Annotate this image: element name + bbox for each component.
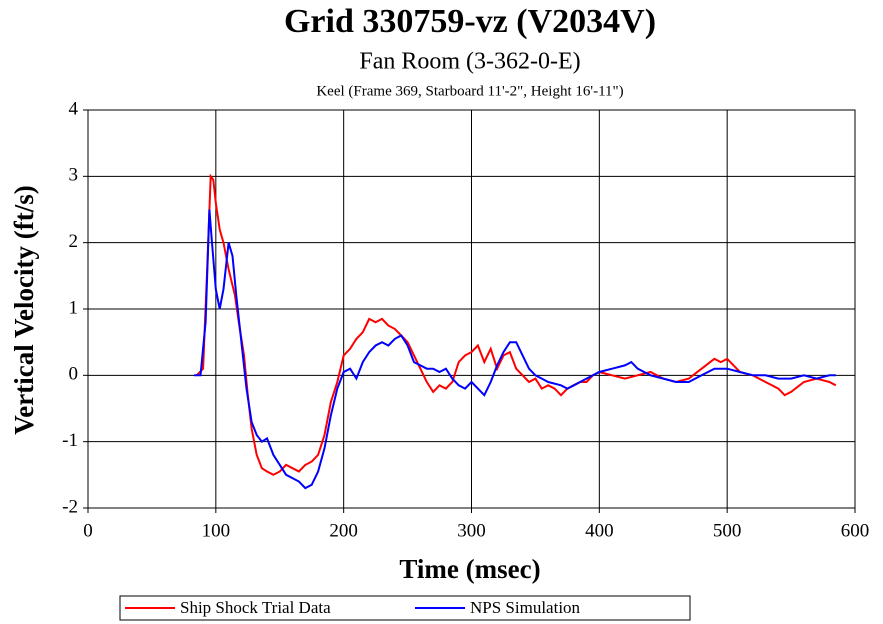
legend-label: Ship Shock Trial Data	[180, 598, 331, 617]
legend-label: NPS Simulation	[470, 598, 581, 617]
x-tick-label: 400	[585, 520, 614, 541]
y-tick-label: 1	[69, 297, 79, 318]
y-tick-label: 4	[69, 98, 79, 119]
x-tick-label: 300	[457, 520, 486, 541]
y-tick-label: 0	[69, 364, 79, 385]
x-tick-label: 200	[329, 520, 358, 541]
y-tick-label: -2	[62, 496, 78, 517]
chart-title: Grid 330759-vz (V2034V)	[284, 3, 656, 40]
legend-box	[119, 595, 691, 621]
y-tick-label: 2	[69, 231, 79, 252]
x-tick-label: 600	[841, 520, 870, 541]
chart-subtitle: Fan Room (3-362-0-E)	[359, 49, 580, 75]
x-tick-label: 100	[202, 520, 231, 541]
y-axis-label: Vertical Velocity (ft/s)	[9, 185, 39, 434]
x-tick-label: 0	[83, 520, 93, 541]
data-line	[195, 173, 837, 476]
x-tick-label: 500	[713, 520, 742, 541]
y-tick-label: 3	[69, 165, 79, 186]
x-axis-label: Time (msec)	[399, 554, 540, 584]
data-line	[194, 209, 836, 490]
y-tick-label: -1	[62, 430, 78, 451]
annotation: Keel (Frame 369, Starboard 11'-2", Heigh…	[316, 83, 623, 99]
